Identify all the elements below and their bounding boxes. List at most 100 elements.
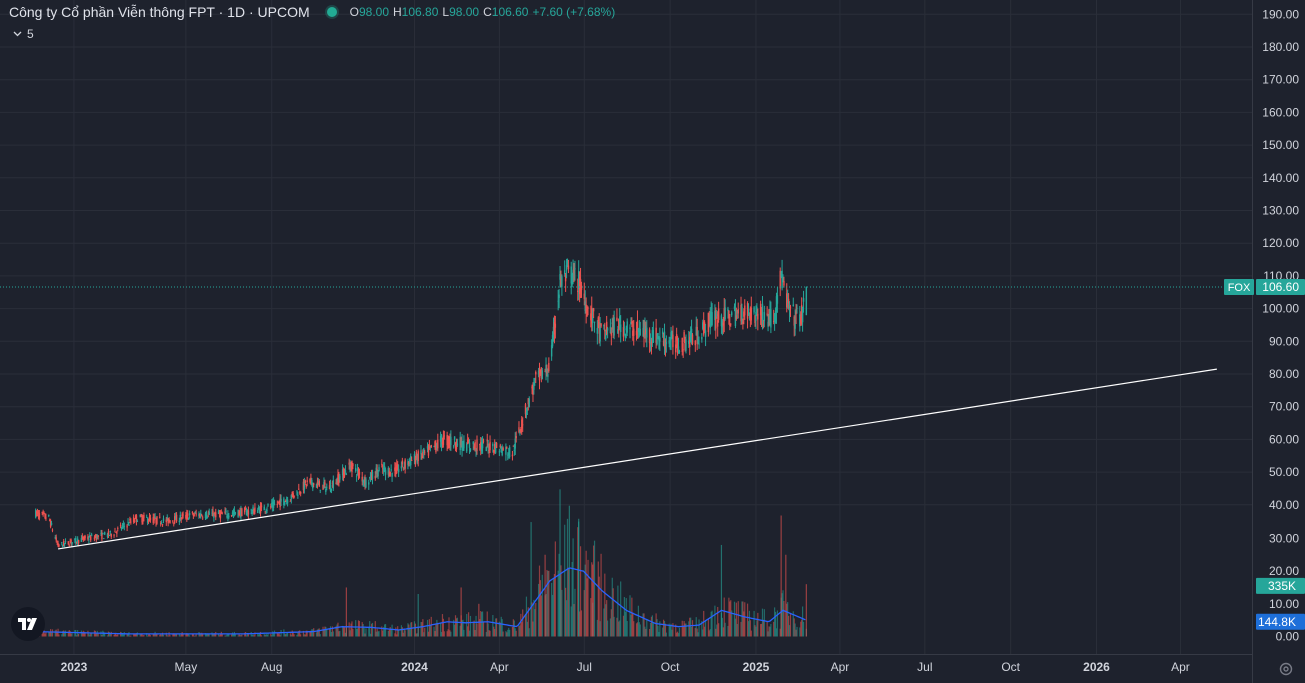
price-tick-label: 190.00 [1262,7,1299,21]
volume-bar [481,611,483,637]
volume-bar [544,554,546,637]
volume-bar [520,613,522,637]
volume-bar [70,633,72,637]
volume-bar [744,602,746,637]
candle-body [619,324,622,333]
volume-bar [724,622,726,637]
gear-icon[interactable] [1278,661,1294,677]
close-value: 106.60 [491,5,529,19]
volume-bar [736,623,738,637]
volume-bar [701,621,703,637]
volume-bar [683,621,685,637]
candle-body [272,501,275,508]
volume-bar [221,634,223,637]
candle-body [730,312,733,316]
volume-bar [651,615,653,637]
candle-body [658,337,660,341]
candle-body [416,458,418,463]
change-value: +7.60 (+7.68%) [532,5,616,19]
volume-bar [426,619,429,637]
volume-bar [413,621,416,637]
candle-body [789,306,792,308]
tradingview-logo-icon[interactable] [11,607,45,641]
volume-bar [348,622,350,637]
volume-bar [133,634,136,637]
candle-body [662,340,665,346]
candle-body [730,323,732,325]
volume-bar [185,634,187,637]
candle-body [185,514,187,519]
candle-body [212,510,214,517]
candle-body [475,449,477,451]
volume-bar [652,622,654,637]
volume-bar [448,617,450,637]
volume-bar [388,629,390,637]
volume-bar [528,628,530,637]
volume-bar [178,634,180,637]
candle-body [107,531,110,536]
candle-body [426,446,429,449]
volume-bar [480,610,482,637]
volume-bar [509,629,511,637]
candle-body [370,475,373,480]
candle-body [328,485,331,490]
volume-bar [104,632,106,637]
last-price-label: 106.60 [1262,280,1299,294]
volume-bar [61,634,63,637]
candle-body [440,434,443,446]
candle-body [733,306,736,309]
candle-body [501,448,503,456]
candle-body [149,517,152,521]
candle-body [240,509,242,517]
price-tick-label: 90.00 [1269,334,1299,348]
candle-body [685,339,687,351]
volume-bar [558,553,560,637]
candle-body [401,460,404,465]
candle-body [741,307,743,324]
candle-body [514,438,516,449]
volume-bar [122,634,124,637]
candle-body [774,310,777,317]
candle-body [354,467,357,472]
candle-body [573,267,575,273]
candle-body [499,445,502,447]
candle-body [494,444,496,450]
volume-bar [293,634,295,637]
candle-body [554,323,557,328]
candle-body [476,439,478,452]
volume-bar [231,634,233,637]
candle-body [590,313,592,321]
candle-body [208,511,210,515]
indicators-toggle-button[interactable]: 5 [9,25,38,43]
candle-body [146,518,149,523]
candle-body [205,511,208,519]
candle-body [348,462,350,465]
volume-bar [322,626,324,637]
volume-bar [332,631,334,637]
candle-body [192,515,195,516]
volume-bar [77,633,80,637]
candle-body [260,505,263,508]
candle-body [266,509,268,511]
volume-bar [50,631,53,637]
candle-body [511,454,514,457]
candle-body [358,472,361,475]
candle-body [624,334,627,338]
candle-body [289,501,292,502]
volume-bar [702,629,704,637]
candle-body [362,480,364,483]
candle-body [557,300,559,302]
candle-body [722,322,725,326]
volume-bar [192,634,194,637]
candle-body [410,455,412,466]
candle-body [252,506,254,512]
volume-bar [665,632,667,637]
candle-body [49,520,52,527]
volume-bar [175,633,177,637]
candle-body [597,317,599,322]
candle-body [417,451,419,461]
time-tick-label: 2024 [401,660,428,674]
volume-bar [397,626,399,637]
volume-bar [717,606,719,637]
